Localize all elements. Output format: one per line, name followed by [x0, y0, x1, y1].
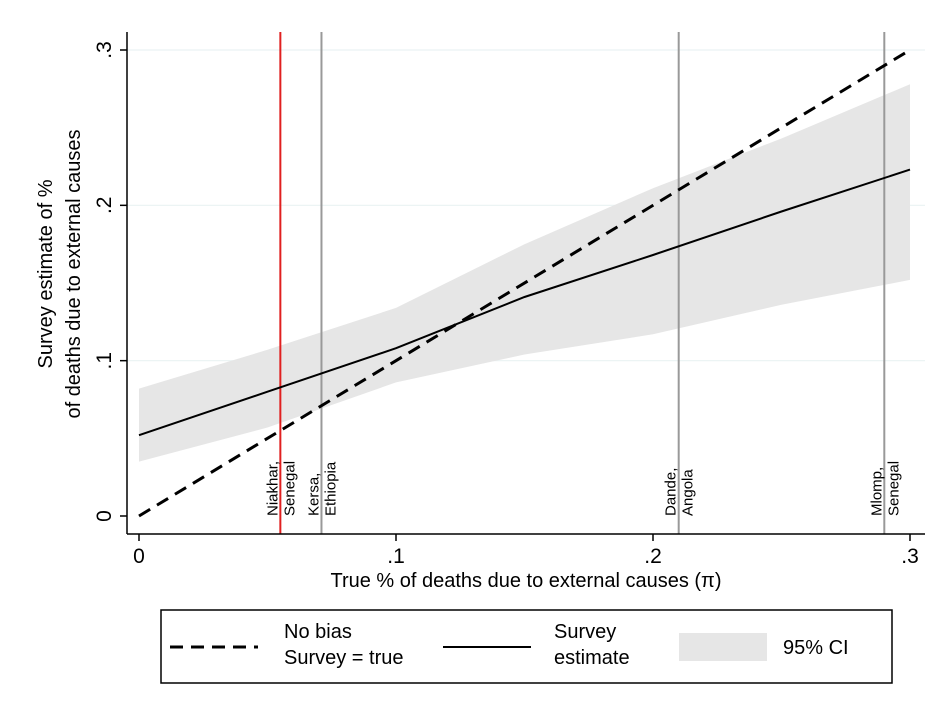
reference-label-3-line-1: Mlomp, — [868, 467, 885, 516]
y-tick-label-0: 0 — [93, 510, 116, 522]
x-tick-label-3: .3 — [901, 545, 919, 568]
y-tick-label-3: .3 — [93, 41, 116, 59]
legend-ci-swatch — [679, 633, 767, 661]
y-tick-label-2: .2 — [93, 197, 116, 215]
legend-ci-label: 95% CI — [783, 637, 849, 659]
reference-lines-layer: Niakhar, Senegal Kersa, Ethiopia Dande, Angol… — [264, 32, 902, 534]
ci-band-layer — [139, 84, 910, 462]
ci-band — [139, 84, 910, 462]
series-layer — [138, 48, 911, 518]
axes-layer — [120, 32, 925, 541]
y-axis-title-line-1: Survey estimate of % — [35, 179, 57, 368]
x-axis-title: True % of deaths due to external causes … — [330, 570, 721, 592]
x-tick-label-2: .2 — [644, 545, 662, 568]
legend-no-bias-label-line-1: No bias — [284, 621, 352, 643]
x-tick-label-1: .1 — [387, 545, 405, 568]
legend-survey-estimate-label-line-1: Survey — [554, 621, 616, 643]
tick-labels-layer: 0 .1 .2 .3 0 .1 .2 .3 — [93, 41, 919, 568]
x-tick-label-0: 0 — [133, 545, 145, 568]
reference-label-1-line-2: Ethiopia — [323, 461, 340, 516]
y-axis-title-line-2: of deaths due to external causes — [63, 129, 85, 418]
series-line-1 — [138, 168, 911, 437]
reference-label-0-line-1: Niakhar, — [264, 461, 281, 516]
reference-label-2-line-2: Angola — [680, 469, 697, 516]
legend-survey-estimate-label-line-2: estimate — [554, 647, 630, 669]
series-line-0 — [138, 48, 911, 518]
legend: No bias Survey = true Survey estimate 95… — [160, 609, 893, 684]
reference-label-1-line-1: Kersa, — [306, 473, 323, 516]
y-tick-label-1: .1 — [93, 352, 116, 370]
reference-label-2-line-1: Dande, — [663, 468, 680, 516]
reference-label-0-line-2: Senegal — [281, 461, 298, 516]
reference-label-3-line-2: Senegal — [885, 461, 902, 516]
legend-no-bias-label-line-2: Survey = true — [284, 647, 404, 669]
